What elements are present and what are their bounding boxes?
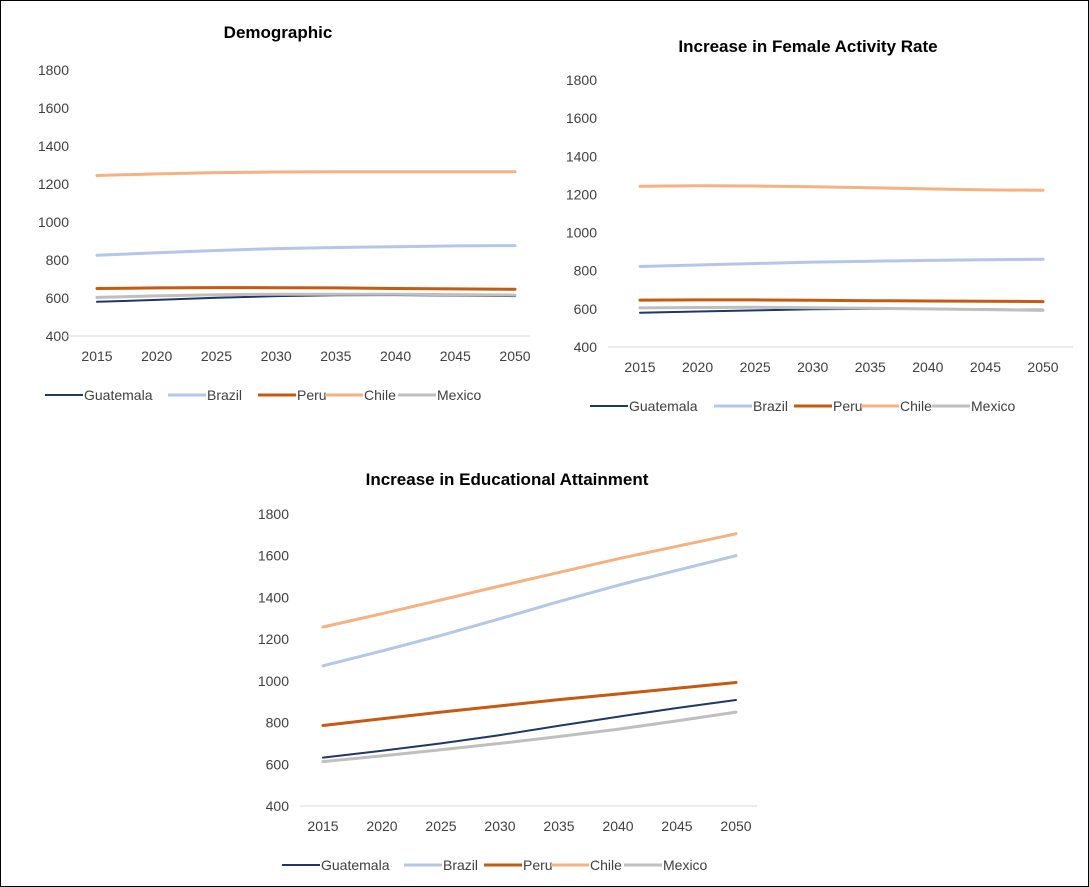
x-tick-label: 2050 [1027, 359, 1058, 375]
y-tick-label: 1400 [566, 148, 597, 164]
x-tick-label: 2030 [261, 348, 292, 364]
y-tick-label: 1800 [566, 72, 597, 88]
y-tick-label: 600 [574, 301, 598, 317]
legend-label-mexico: Mexico [663, 857, 708, 873]
x-tick-label: 2035 [543, 818, 574, 834]
series-line-mexico [95, 292, 517, 299]
y-tick-label: 600 [46, 290, 70, 306]
y-tick-label: 800 [46, 252, 70, 268]
series-line-brazil [638, 257, 1045, 268]
series-line-chile [95, 170, 517, 177]
y-tick-label: 400 [574, 339, 598, 355]
x-tick-label: 2035 [320, 348, 351, 364]
x-tick-label: 2045 [440, 348, 471, 364]
series-line-brazil [321, 554, 738, 668]
x-tick-label: 2025 [201, 348, 232, 364]
x-tick-label: 2040 [602, 818, 633, 834]
y-tick-label: 1400 [258, 589, 289, 605]
series-line-brazil [95, 244, 517, 257]
legend-label-guatemala: Guatemala [84, 387, 153, 403]
y-tick-label: 1400 [38, 138, 69, 154]
series-line-peru [638, 298, 1045, 304]
legend-label-brazil: Brazil [443, 857, 478, 873]
legend-label-peru: Peru [523, 857, 553, 873]
series-line-mexico [638, 305, 1045, 312]
y-tick-label: 1000 [566, 225, 597, 241]
x-tick-label: 2050 [720, 818, 751, 834]
y-tick-label: 1200 [566, 186, 597, 202]
y-tick-label: 600 [266, 756, 290, 772]
x-tick-label: 2045 [661, 818, 692, 834]
legend-label-mexico: Mexico [971, 398, 1016, 414]
chart-title: Increase in Female Activity Rate [678, 37, 937, 56]
chart-title: Increase in Educational Attainment [366, 470, 649, 489]
series-line-mexico [321, 710, 738, 764]
y-tick-label: 1000 [38, 214, 69, 230]
x-tick-label: 2015 [81, 348, 112, 364]
legend-label-chile: Chile [900, 398, 932, 414]
x-tick-label: 2040 [380, 348, 411, 364]
series-line-chile [638, 184, 1045, 192]
y-tick-label: 1000 [258, 673, 289, 689]
legend-label-brazil: Brazil [207, 387, 242, 403]
x-tick-label: 2025 [740, 359, 771, 375]
y-tick-label: 400 [46, 328, 70, 344]
chart-title: Demographic [224, 23, 333, 42]
y-tick-label: 1200 [258, 631, 289, 647]
x-tick-label: 2025 [425, 818, 456, 834]
legend-label-mexico: Mexico [437, 387, 482, 403]
x-tick-label: 2015 [624, 359, 655, 375]
y-tick-label: 800 [266, 715, 290, 731]
x-tick-label: 2020 [141, 348, 172, 364]
legend-label-peru: Peru [833, 398, 863, 414]
legend-label-guatemala: Guatemala [321, 857, 390, 873]
series-line-guatemala [322, 699, 737, 759]
legend-label-guatemala: Guatemala [629, 398, 698, 414]
legend-label-brazil: Brazil [753, 398, 788, 414]
x-tick-label: 2020 [682, 359, 713, 375]
x-tick-label: 2030 [484, 818, 515, 834]
legend-label-chile: Chile [364, 387, 396, 403]
y-tick-label: 400 [266, 798, 290, 814]
x-tick-label: 2040 [912, 359, 943, 375]
y-tick-label: 800 [574, 263, 598, 279]
y-tick-label: 1200 [38, 176, 69, 192]
series-line-peru [321, 681, 738, 727]
y-tick-label: 1600 [258, 548, 289, 564]
y-tick-label: 1600 [566, 110, 597, 126]
x-tick-label: 2050 [499, 348, 530, 364]
legend-label-chile: Chile [590, 857, 622, 873]
x-tick-label: 2035 [855, 359, 886, 375]
y-tick-label: 1600 [38, 100, 69, 116]
x-tick-label: 2045 [970, 359, 1001, 375]
x-tick-label: 2030 [797, 359, 828, 375]
y-tick-label: 1800 [258, 506, 289, 522]
y-tick-label: 1800 [38, 62, 69, 78]
x-tick-label: 2015 [307, 818, 338, 834]
legend-label-peru: Peru [297, 387, 327, 403]
series-line-peru [95, 286, 517, 291]
series-line-chile [321, 532, 738, 629]
x-tick-label: 2020 [366, 818, 397, 834]
